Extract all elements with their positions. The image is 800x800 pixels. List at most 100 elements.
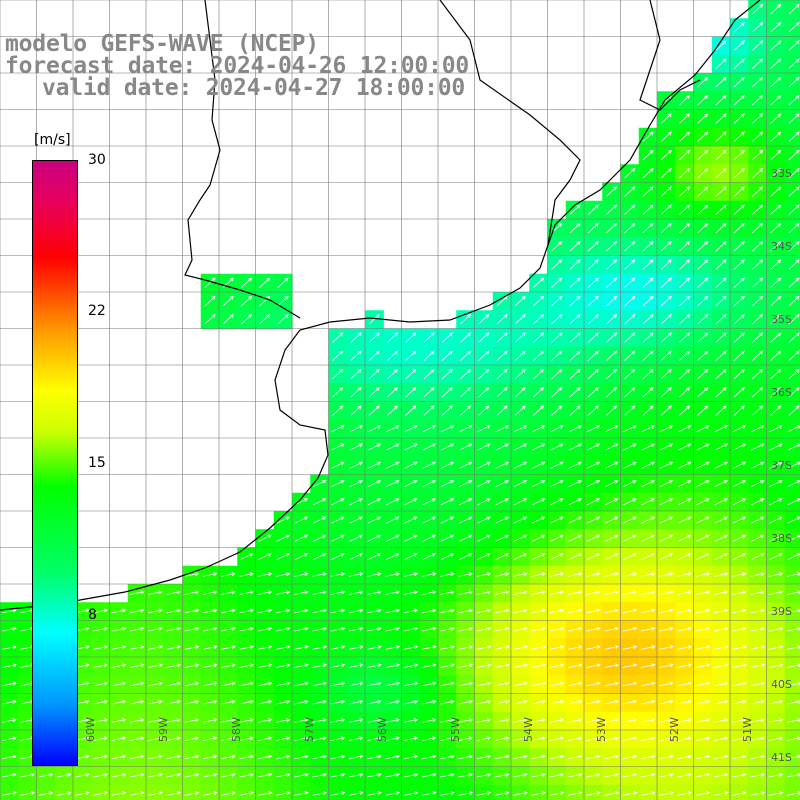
wind-arrow [659,516,674,524]
wind-speed-cell [766,365,786,384]
wind-arrow [184,699,200,705]
wind-arrow [768,754,784,760]
wind-arrow [275,791,291,796]
wind-arrow [788,204,800,215]
wind-arrow [330,608,346,614]
wind-speed-cell [657,237,676,257]
wind-arrow [330,791,346,796]
wind-speed-cell [784,365,800,384]
wind-arrow [421,572,437,577]
wind-arrow [715,113,727,124]
wind-speed-cell [529,346,549,366]
lat-label-35s: 35S [771,313,792,326]
wind-arrow [569,332,581,343]
wind-speed-cell [657,273,676,293]
wind-arrow [148,736,163,741]
wind-arrow [478,314,490,325]
wind-arrow [786,590,800,595]
wind-arrow [403,590,419,595]
wind-speed-cell [620,219,640,238]
wind-arrow [586,626,601,632]
wind-arrow [531,553,546,561]
wind-arrow [276,534,290,542]
wind-arrow [513,663,528,668]
wind-arrow [385,626,401,632]
wind-speed-cell [584,310,603,330]
colorbar-tick-8: 8 [88,607,97,623]
wind-arrow [623,461,637,469]
wind-arrow [750,645,766,650]
lon-label-59w: 59W [157,717,170,742]
wind-speed-cell [365,492,384,512]
wind-arrow [569,368,581,380]
wind-speed-cell [547,492,567,512]
wind-arrow [733,314,745,325]
wind-speed-cell [565,310,585,330]
wind-speed-cell [675,164,695,184]
wind-arrow [713,791,729,796]
wind-arrow [752,186,764,197]
wind-arrow [679,113,691,124]
wind-arrow [458,608,474,614]
wind-arrow [458,590,474,595]
wind-arrow [715,314,727,325]
wind-speed-cell [693,182,713,202]
colorbar-unit: [m/s] [34,132,71,148]
wind-speed-cell [784,182,800,202]
wind-speed-cell [584,401,603,421]
wind-arrow [387,387,399,398]
wind-arrow [513,590,528,595]
wind-arrow [732,461,747,469]
wind-arrow [385,791,401,796]
wind-speed-cell [748,784,768,800]
wind-speed-cell [730,255,749,275]
wind-arrow [476,754,492,760]
wind-arrow [695,645,711,650]
wind-arrow [587,259,599,270]
wind-arrow [587,387,599,398]
wind-speed-cell [91,784,111,800]
wind-arrow [385,534,400,542]
wind-arrow [551,368,563,380]
wind-speed-cell [620,492,640,512]
wind-arrow [332,387,344,398]
wind-arrow [330,572,346,577]
wind-arrow [679,314,691,325]
country-border [439,0,581,246]
wind-speed-cell [748,164,768,184]
wind-speed-cell [602,419,622,439]
wind-arrow [294,553,309,561]
wind-arrow [752,113,764,124]
wind-arrow [788,95,800,106]
wind-arrow [494,663,510,668]
wind-speed-cell [346,529,366,549]
wind-arrow [569,405,581,416]
wind-arrow [496,332,508,343]
wind-speed-cell [18,784,38,800]
wind-arrow [770,186,782,197]
wind-arrow [750,608,766,614]
wind-arrow [788,350,800,361]
wind-arrow [770,332,782,343]
wind-speed-cell [748,273,768,293]
wind-arrow [640,772,656,778]
wind-arrow [277,314,289,325]
wind-speed-cell [529,419,549,439]
wind-speed-cell [383,419,403,439]
wind-arrow [513,608,528,614]
wind-arrow [623,516,637,524]
wind-arrow [660,332,672,343]
wind-arrow [624,332,636,343]
wind-arrow [604,443,619,451]
wind-arrow [404,553,418,561]
wind-speed-cell [273,784,293,800]
wind-speed-cell [547,310,567,330]
wind-arrow [349,516,363,524]
wind-arrow [476,681,492,687]
wind-arrow [494,754,510,760]
wind-arrow [275,699,291,705]
wind-arrow [111,681,127,687]
wind-arrow [257,572,273,577]
wind-arrow [2,718,17,723]
wind-arrow [569,259,581,270]
